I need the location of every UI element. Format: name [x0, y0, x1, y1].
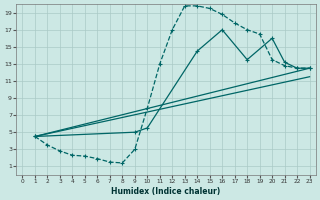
X-axis label: Humidex (Indice chaleur): Humidex (Indice chaleur) — [111, 187, 221, 196]
